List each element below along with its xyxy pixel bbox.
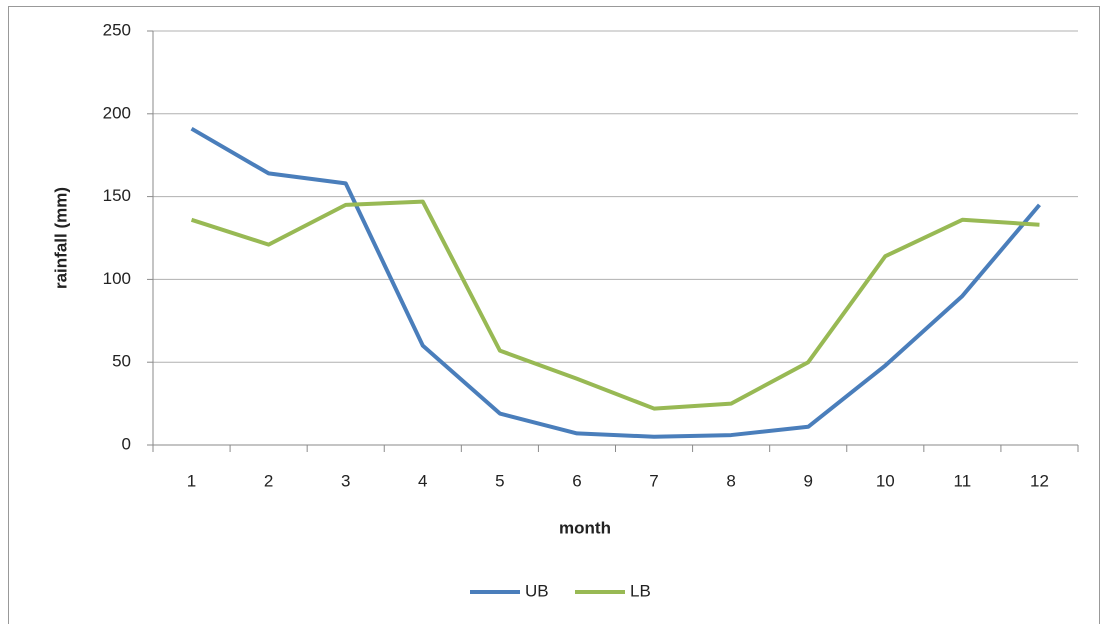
x-tick-label: 7 bbox=[649, 471, 658, 490]
x-tick-label: 1 bbox=[187, 471, 196, 490]
x-tick-label: 3 bbox=[341, 471, 350, 490]
y-tick-label: 100 bbox=[103, 269, 131, 288]
y-tick-label: 200 bbox=[103, 103, 131, 122]
y-tick-label: 50 bbox=[112, 352, 131, 371]
x-tick-label: 4 bbox=[418, 471, 427, 490]
chart-border bbox=[8, 6, 1100, 624]
x-tick-label: 8 bbox=[726, 471, 735, 490]
legend-label: UB bbox=[525, 581, 549, 600]
x-tick-label: 10 bbox=[876, 471, 895, 490]
x-tick-label: 6 bbox=[572, 471, 581, 490]
x-tick-label: 9 bbox=[803, 471, 812, 490]
y-tick-label: 250 bbox=[103, 20, 131, 39]
y-tick-label: 0 bbox=[122, 434, 131, 453]
x-tick-label: 2 bbox=[264, 471, 273, 490]
x-tick-label: 11 bbox=[954, 471, 972, 490]
y-axis-title: rainfall (mm) bbox=[51, 187, 70, 289]
x-tick-label: 5 bbox=[495, 471, 504, 490]
data-line bbox=[190, 126, 1041, 439]
legend-label: LB bbox=[630, 581, 651, 600]
x-tick-label: 12 bbox=[1030, 471, 1049, 490]
data-line bbox=[190, 199, 1040, 411]
x-axis-title: month bbox=[559, 518, 611, 537]
y-tick-label: 150 bbox=[103, 186, 131, 205]
